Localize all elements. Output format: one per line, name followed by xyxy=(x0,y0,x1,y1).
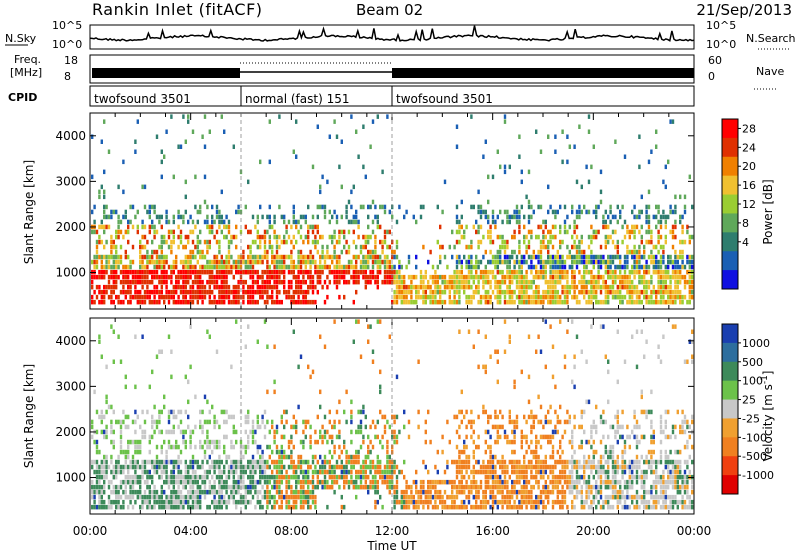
colorbar-swatch xyxy=(722,270,738,290)
time-axis: 00:00 04:00 08:00 12:00 16:00 20:00 00:00 xyxy=(73,524,712,538)
colorbar-swatch xyxy=(722,119,738,139)
colorbar-tick-label: 8 xyxy=(742,217,749,230)
freq-label-1: Freq. xyxy=(14,53,41,66)
freq-tick-low: 8 xyxy=(64,70,71,83)
colorbar-swatch xyxy=(722,324,738,344)
colorbar-swatch xyxy=(722,137,738,158)
cpid-panel: CPID twofsound 3501 normal (fast) 151 twof… xyxy=(8,85,695,107)
power-cells xyxy=(91,114,694,305)
colorbar-swatch xyxy=(722,251,738,271)
power-panel: 1000 2000 3000 4000 Slant Range [km] 28 24 20… xyxy=(22,112,775,310)
nave-label: Nave xyxy=(756,65,784,78)
colorbar-tick-label: -500 xyxy=(742,450,767,463)
colorbar-tick-label: -100 xyxy=(742,431,767,444)
freq-label-2: [MHz] xyxy=(10,66,42,79)
ytick-label: 4000 xyxy=(55,129,86,143)
ytick-label: 4000 xyxy=(55,334,86,348)
colorbar-swatch xyxy=(722,156,738,177)
nave-tick-high: 60 xyxy=(708,54,722,67)
date-title: 21/Sep/2013 xyxy=(696,1,792,19)
power-colorbar-label: Power [dB] xyxy=(761,179,775,244)
colorbar-swatch xyxy=(722,361,738,382)
xtick-label: 16:00 xyxy=(475,524,510,538)
power-ylabel: Slant Range [km] xyxy=(22,160,36,264)
cpid-segment-label: normal (fast) 151 xyxy=(245,92,349,106)
ytick-label: 2000 xyxy=(55,220,86,234)
colorbar-tick-label: 28 xyxy=(742,122,756,135)
xtick-label: 20:00 xyxy=(576,524,611,538)
colorbar-tick-label: 20 xyxy=(742,160,756,173)
colorbar-swatch xyxy=(722,456,738,476)
velocity-ylabel: Slant Range [km] xyxy=(22,364,36,468)
cpid-segment-label: twofsound 3501 xyxy=(396,92,493,106)
colorbar-tick-label: 1000 xyxy=(742,337,770,350)
colorbar-tick-label: 25 xyxy=(742,394,756,407)
colorbar-tick-label: 12 xyxy=(742,198,756,211)
cpid-segment-label: twofsound 3501 xyxy=(94,92,191,106)
colorbar-swatch xyxy=(722,342,738,363)
freq-band-3 xyxy=(392,68,694,78)
colorbar-tick-label: -25 xyxy=(742,412,760,425)
colorbar-swatch xyxy=(722,380,738,401)
beam-title: Beam 02 xyxy=(356,1,424,19)
noise-right-tick-low: 10^0 xyxy=(706,38,736,51)
colorbar-swatch xyxy=(722,213,738,233)
colorbar-tick-label: -1000 xyxy=(742,469,774,482)
ytick-label: 3000 xyxy=(55,379,86,393)
xtick-label: 04:00 xyxy=(173,524,208,538)
colorbar-tick-label: 16 xyxy=(742,179,756,192)
noise-left-tick-high: 10^5 xyxy=(52,19,82,32)
velocity-colorbar-label: Velocity [m s-1] xyxy=(760,371,775,462)
freq-tick-high: 18 xyxy=(64,54,78,67)
velocity-panel: 1000 2000 3000 4000 Slant Range [km] 1000 50… xyxy=(22,317,775,515)
ytick-label: 3000 xyxy=(55,174,86,188)
ytick-label: 2000 xyxy=(55,425,86,439)
ytick-label: 1000 xyxy=(55,266,86,280)
colorbar-swatch xyxy=(722,418,738,438)
noise-panel: N.Sky 10^5 10^0 10^5 10^0 N.Search xyxy=(5,19,796,51)
noise-right-tick-high: 10^5 xyxy=(706,19,736,32)
velocity-cells xyxy=(91,319,694,510)
colorbar-tick-label: 4 xyxy=(742,236,749,249)
colorbar-swatch xyxy=(722,475,738,495)
colorbar-swatch xyxy=(722,437,738,457)
xtick-label: 00:00 xyxy=(73,524,108,538)
freq-band-1 xyxy=(92,68,240,78)
colorbar-swatch xyxy=(722,194,738,214)
time-axis-label: Time UT xyxy=(366,539,417,553)
colorbar-tick-label: 500 xyxy=(742,356,763,369)
velocity-colorbar: 1000 500 100 25 -25 -100 -500 -1000 xyxy=(721,323,774,495)
ytick-label: 1000 xyxy=(55,471,86,485)
freq-panel: Freq. [MHz] 18 8 60 0 Nave xyxy=(10,53,784,90)
noise-left-label: N.Sky xyxy=(5,32,37,45)
noise-sky-line xyxy=(89,25,695,42)
colorbar-tick-label: 100 xyxy=(742,375,763,388)
noise-right-label: N.Search xyxy=(746,32,796,45)
nave-tick-low: 0 xyxy=(708,70,715,83)
colorbar-tick-label: 24 xyxy=(742,141,756,154)
xtick-label: 00:00 xyxy=(677,524,712,538)
colorbar-swatch xyxy=(722,399,738,419)
power-colorbar: 28 24 20 16 12 8 4 xyxy=(721,118,756,290)
xtick-label: 08:00 xyxy=(274,524,309,538)
xtick-label: 12:00 xyxy=(375,524,410,538)
colorbar-swatch xyxy=(722,175,738,196)
noise-left-tick-low: 10^0 xyxy=(52,38,82,51)
colorbar-swatch xyxy=(722,232,738,252)
cpid-label: CPID xyxy=(8,91,37,104)
station-title: Rankin Inlet (fitACF) xyxy=(92,0,263,19)
